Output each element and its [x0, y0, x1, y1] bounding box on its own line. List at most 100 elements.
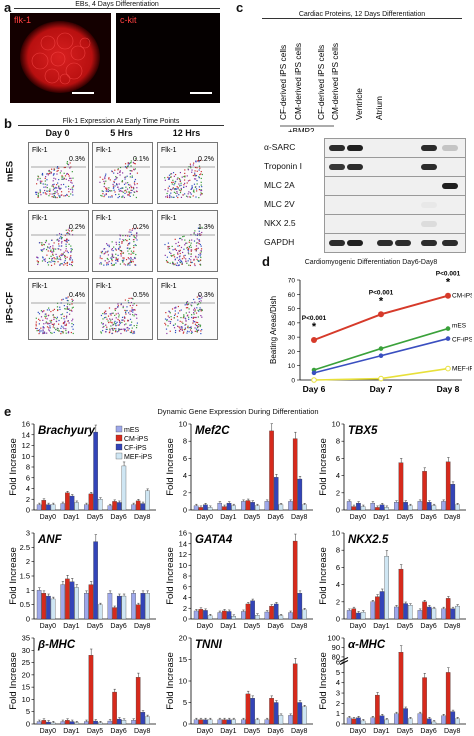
flow-event [44, 260, 46, 262]
flow-event [102, 190, 104, 193]
bar [245, 693, 251, 725]
flow-event [121, 316, 124, 318]
flow-event [131, 309, 133, 311]
flow-event [129, 313, 131, 315]
flow-event [184, 172, 186, 175]
flow-event [48, 243, 50, 245]
flow-event [70, 250, 73, 252]
blot-band [442, 183, 458, 189]
flow-event [56, 239, 58, 241]
flow-event [124, 299, 127, 301]
flow-event [115, 322, 117, 325]
flow-event [50, 319, 53, 322]
bar [370, 601, 375, 620]
flow-event [113, 256, 115, 258]
x-tick-label: Day6 [267, 514, 283, 521]
flow-event [177, 196, 179, 199]
flow-event [193, 312, 195, 314]
flow-event [100, 331, 102, 333]
flow-event [189, 244, 192, 246]
flow-event [198, 188, 201, 191]
flow-event [45, 240, 47, 242]
flow-event [182, 322, 184, 324]
bar [417, 501, 423, 511]
flow-event [187, 252, 189, 254]
bar [408, 505, 413, 511]
bar [131, 593, 136, 620]
flow-event [60, 254, 62, 256]
flow-event [168, 320, 170, 322]
flow-event [45, 248, 48, 251]
flow-event [57, 309, 59, 312]
flow-event [115, 176, 117, 178]
flow-event [170, 176, 172, 178]
flow-event [179, 250, 181, 252]
bar [231, 505, 236, 511]
flow-event [53, 173, 55, 175]
flow-event [60, 187, 62, 189]
flow-event [196, 296, 198, 298]
flow-event [64, 324, 66, 326]
y-tick-label: 6 [336, 454, 340, 463]
bar [394, 502, 399, 511]
flow-event [44, 183, 46, 185]
flow-event [199, 307, 201, 309]
y-tick-label: 1 [26, 586, 30, 595]
flow-event [37, 192, 39, 194]
flow-event [69, 256, 71, 258]
bar [145, 593, 150, 620]
flow-event [44, 241, 47, 244]
flow-event [131, 307, 133, 309]
flow-event [36, 327, 38, 330]
flow-event [187, 250, 190, 252]
flow-event [199, 227, 201, 229]
flow-event [122, 305, 124, 307]
flow-event [68, 230, 71, 232]
flow-plot: Flk-10.2% [157, 142, 218, 204]
flow-event [197, 303, 200, 305]
x-tick-label: Day1 [373, 514, 389, 521]
flow-event [51, 239, 53, 241]
flow-event [127, 300, 129, 302]
flow-event [176, 257, 178, 259]
flow-event [105, 193, 107, 196]
flow-event [184, 175, 186, 177]
flow-event [109, 321, 111, 323]
flow-event [198, 298, 200, 300]
flow-event [105, 251, 107, 253]
flow-event [200, 300, 202, 302]
flow-event [193, 240, 196, 242]
flow-event [60, 317, 63, 319]
flow-event [46, 184, 48, 186]
y-axis-label: Fold Increase [8, 652, 19, 710]
flow-event [200, 249, 202, 252]
flow-event [70, 193, 72, 195]
flow-event [56, 302, 59, 304]
bar [250, 698, 255, 725]
flow-event [174, 258, 176, 260]
flow-event [53, 324, 55, 326]
y-tick-label: 12 [179, 550, 187, 559]
flow-event [108, 332, 110, 334]
flow-event [185, 320, 187, 322]
x-tick-label: Day0 [40, 514, 56, 521]
bar [203, 504, 208, 511]
flow-event [107, 189, 109, 191]
flow-event [67, 296, 69, 298]
flow-event [201, 316, 203, 318]
flow-event [180, 316, 182, 319]
blot-band [442, 240, 458, 246]
flow-event [118, 314, 120, 316]
flow-event [53, 318, 55, 320]
flow-event [200, 251, 202, 253]
flow-event [65, 186, 67, 188]
flow-event [166, 192, 168, 195]
flow-event [45, 193, 47, 195]
flow-event [132, 259, 134, 261]
flow-event [194, 309, 196, 311]
flow-event [111, 195, 113, 197]
flow-event [53, 260, 55, 263]
flow-event [106, 328, 108, 331]
flow-event [48, 309, 50, 311]
flow-event [117, 186, 119, 188]
